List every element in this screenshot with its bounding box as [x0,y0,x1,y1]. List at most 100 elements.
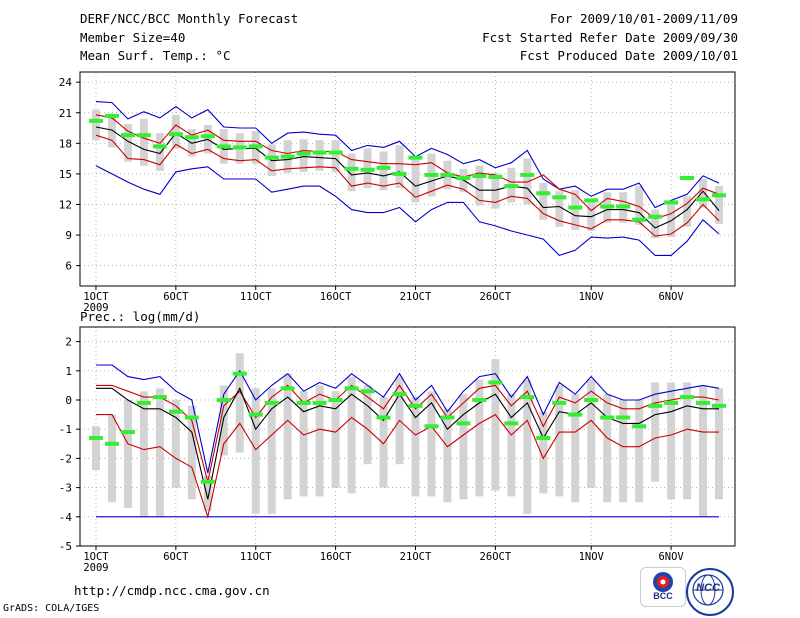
temp-ensemble-marker [392,171,407,176]
forecast-start-date: Fcst Started Refer Date 2009/09/30 [482,30,738,45]
prec-ensemble-marker [664,400,679,405]
prec-spread-box [139,391,148,517]
prec-max-line [96,364,720,474]
prec-ensemble-marker [536,435,551,440]
temp-spread-box [555,191,564,227]
prec-ensemble-marker [168,409,183,414]
source-url[interactable]: http://cmdp.ncc.cma.gov.cn [74,583,270,598]
temp-lower-line [95,134,720,237]
temp-xtick-label: 6OCT [163,291,189,303]
temp-spread-box [539,183,548,220]
temp-ensemble-marker [696,197,711,202]
prec-ensemble-marker [264,400,279,405]
temp-xtick-label: 11OCT [240,291,272,303]
temp-ytick-label: 21 [59,107,72,120]
temp-ensemble-marker [568,205,583,210]
prec-spread-box [315,385,324,497]
temp-mean-line [95,126,720,229]
prec-ensemble-marker [344,386,359,391]
temp-ensemble-marker [88,118,103,123]
temp-min-line [95,165,720,257]
prec-ensemble-marker [600,415,615,420]
prec-ensemble-marker [408,403,423,408]
prec-spread-box [715,388,724,500]
prec-ensemble-marker [616,415,631,420]
temp-ensemble-marker [520,172,535,177]
temp-spread-box [91,109,100,141]
temp-ensemble-marker [312,150,327,155]
temp-ensemble-marker [616,204,631,209]
temp-ensemble-marker [280,154,295,159]
prec-spread-box [155,388,164,517]
forecast-period: For 2009/10/01-2009/11/09 [549,11,738,26]
prec-ensemble-marker [152,395,167,400]
prec-ensemble-marker [552,400,567,405]
prec-ytick-label: -2 [59,452,72,465]
temp-spread-box [155,133,164,171]
prec-ytick-label: 1 [65,365,72,378]
temp-ensemble-marker [264,155,279,160]
temp-spread-box [315,140,324,171]
temp-xtick-label: 21OCT [400,291,432,303]
prec-spread-box [347,376,356,494]
prec-spread-box [619,400,628,503]
temp-ensemble-marker [680,175,695,180]
prec-spread-box [251,388,260,514]
prec-spread-box [411,397,420,497]
temp-ensemble-marker [232,145,247,150]
temp-ensemble-marker [584,198,599,203]
temp-spread-box [651,209,660,239]
temp-ensemble-marker [344,166,359,171]
prec-spread-box [363,385,372,465]
prec-spread-box [123,400,132,509]
prec-xtick-label: 26OCT [480,551,512,563]
prec-ensemble-marker [312,400,327,405]
prec-spread-box [635,400,644,503]
temp-spread-box [299,139,308,172]
temp-ensemble-marker [552,195,567,200]
chart-title: DERF/NCC/BCC Monthly Forecast [80,11,299,26]
temp-ensemble-marker [504,184,519,189]
prec-ensemble-marker [248,412,263,417]
temp-xtick-label: 1NOV [579,291,605,303]
prec-ensemble-marker [584,398,599,402]
temp-ensemble-marker [632,217,647,222]
prec-ensemble-marker [712,403,727,408]
prec-upper-line [96,384,720,482]
prec-ensemble-marker [232,371,247,376]
prec-xtick-label: 1NOV [579,551,605,563]
prec-ensemble-marker [456,421,471,426]
prec-ytick-label: -3 [59,482,72,495]
temp-ytick-label: 24 [59,76,73,89]
temp-ensemble-marker [664,200,679,205]
temp-spread-box [123,123,132,162]
prec-spread-box [683,382,692,500]
prec-ensemble-marker [472,398,487,402]
prec-ensemble-marker [216,398,231,402]
prec-spread-box [571,394,580,503]
prec-ensemble-marker [680,395,695,400]
temp-ensemble-marker [360,167,375,172]
prec-spread-box [587,379,596,488]
prec-ensemble-marker [136,400,151,405]
temp-spread-box [347,153,356,192]
grads-credit: GrADS: COLA/IGES [3,603,100,614]
temp-year-label: 2009 [83,302,108,314]
temp-ensemble-marker [104,113,119,118]
prec-ensemble-marker [296,400,311,405]
temp-ensemble-marker [152,144,167,149]
prec-ensemble-marker [376,415,391,420]
prec-ensemble-marker [184,415,199,420]
temp-spread-box [635,186,644,225]
prec-ensemble-marker [360,389,375,394]
temp-ensemble-marker [456,175,471,180]
temp-xtick-label: 16OCT [320,291,352,303]
temp-xtick-label: 1OCT [83,291,109,303]
prec-ytick-label: -4 [59,511,73,524]
temp-spread-box [667,202,676,238]
temp-ensemble-marker [376,165,391,170]
prec-ensemble-marker [328,398,343,402]
prec-spread-box [91,426,100,471]
prec-spread-box [491,359,500,491]
